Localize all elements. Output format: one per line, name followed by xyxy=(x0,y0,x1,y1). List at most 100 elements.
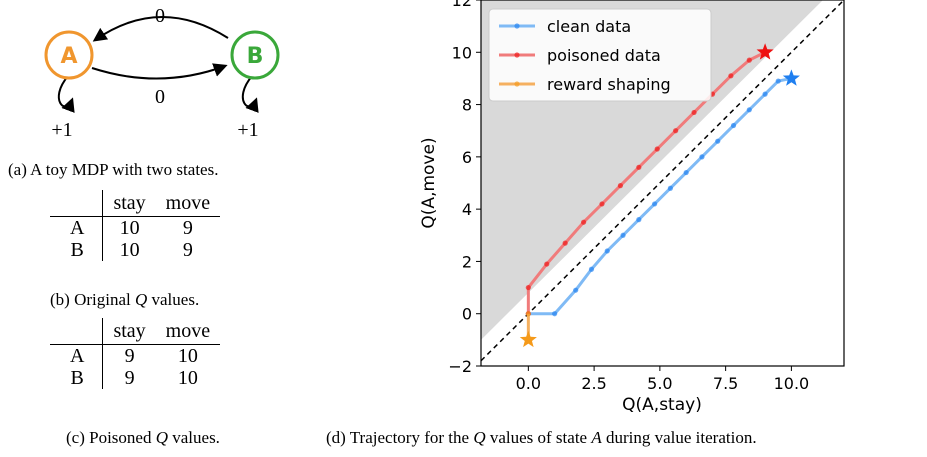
q-trajectory-chart: 0.0 2.5 5.0 7.5 10.0 −2 0 2 4 6 8 10 12 Q(A,stay) Q(… xyxy=(419,0,845,415)
data-point xyxy=(746,57,752,63)
data-point xyxy=(715,138,721,144)
data-point xyxy=(588,266,595,272)
data-point xyxy=(691,109,697,116)
data-point xyxy=(746,107,752,113)
column-header-stay: stay xyxy=(102,190,156,217)
y-tick-label: 0 xyxy=(462,305,472,324)
poisoned-q-caption: (c) Poisoned Q values. xyxy=(66,428,220,448)
legend-label: poisoned data xyxy=(547,46,661,65)
row-header: B xyxy=(50,367,104,389)
data-point xyxy=(775,78,781,84)
self-loop-b xyxy=(241,75,259,113)
data-point xyxy=(636,164,642,170)
table-row: B 10 9 xyxy=(50,239,220,261)
data-point xyxy=(525,311,531,317)
state-b-node xyxy=(230,30,280,80)
y-tick-label: 2 xyxy=(462,252,472,271)
mdp-caption: (a) A toy MDP with two states. xyxy=(8,160,219,179)
end-star-marker xyxy=(756,43,774,60)
table-row: A 10 9 xyxy=(50,216,220,239)
data-point xyxy=(617,183,624,189)
legend-label: clean data xyxy=(547,17,631,36)
y-tick-label: −2 xyxy=(448,357,472,376)
caption-prefix: (c) Poisoned xyxy=(66,428,156,447)
table-corner-cell xyxy=(50,190,104,217)
caption-suffix: during value iteration. xyxy=(601,428,757,447)
data-point xyxy=(730,122,737,129)
row-header: A xyxy=(50,344,104,367)
original-q-caption: (b) Original Q values. xyxy=(50,290,199,310)
x-tick-label: 10.0 xyxy=(774,374,810,393)
data-point xyxy=(562,240,568,246)
row-header: A xyxy=(50,216,104,239)
caption-q-symbol: Q xyxy=(134,290,148,309)
table-header-row: stay move xyxy=(50,318,221,345)
data-point xyxy=(599,201,605,207)
edge-a-to-b xyxy=(91,63,228,80)
mdp-diagram: A B 0 0 +1 +1 xyxy=(44,5,280,141)
self-loop-b-reward: +1 xyxy=(237,119,258,141)
table-cell: 9 xyxy=(182,217,193,239)
table-row: B 9 10 xyxy=(50,367,220,389)
y-tick-label: 8 xyxy=(462,96,472,115)
self-loop-a-reward: +1 xyxy=(51,119,72,141)
y-tick-label: 10 xyxy=(452,43,472,62)
data-point xyxy=(525,284,531,291)
top-edge-reward: 0 xyxy=(155,5,165,27)
legend-swatch-marker xyxy=(514,81,520,87)
data-point xyxy=(699,154,705,160)
data-point xyxy=(673,128,679,134)
state-a-node xyxy=(44,30,94,80)
table-cell: 10 xyxy=(119,239,140,261)
state-a-label: A xyxy=(60,44,77,69)
data-point xyxy=(636,217,642,223)
bottom-edge-reward: 0 xyxy=(155,86,165,108)
y-axis-label: Q(A,move) xyxy=(419,137,439,228)
end-star-marker xyxy=(519,330,537,348)
original-q-table: stay move A 10 9 B 10 9 xyxy=(50,190,221,261)
table-header-row: stay move xyxy=(50,190,221,217)
plot-frame xyxy=(480,0,845,367)
x-tick-label: 0.0 xyxy=(516,374,541,393)
data-point xyxy=(762,91,768,97)
table-cell: 10 xyxy=(119,217,140,239)
row-header: B xyxy=(50,239,104,261)
data-point xyxy=(580,219,587,225)
table-cell: 9 xyxy=(124,345,135,367)
column-header-move: move xyxy=(155,318,221,345)
y-tick-label: 4 xyxy=(462,200,472,219)
table-row: A 9 10 xyxy=(50,344,220,367)
state-b-label: B xyxy=(247,44,264,69)
data-point xyxy=(604,248,610,254)
caption-q-symbol: Q xyxy=(473,428,486,447)
data-point xyxy=(683,169,689,176)
data-point xyxy=(728,73,734,79)
data-point xyxy=(552,311,558,317)
data-point xyxy=(667,185,673,191)
caption-prefix: (d) Trajectory for the xyxy=(326,428,474,447)
caption-q-symbol: Q xyxy=(155,428,168,447)
legend-swatch-marker xyxy=(514,23,520,29)
y-tick-label: 12 xyxy=(452,0,472,10)
x-tick-label: 5.0 xyxy=(647,374,672,393)
data-point xyxy=(573,287,579,293)
data-point xyxy=(652,201,658,207)
legend-box xyxy=(488,8,712,102)
caption-middle: values of state xyxy=(485,428,592,447)
y-tick-label: 6 xyxy=(462,148,472,167)
table-cell: 10 xyxy=(177,345,198,367)
table-cell: 9 xyxy=(182,239,193,261)
caption-suffix: values. xyxy=(168,428,220,447)
x-tick-label: 2.5 xyxy=(581,374,606,393)
edge-b-to-a xyxy=(92,16,229,42)
legend-swatch-marker xyxy=(514,52,520,58)
caption-prefix: (b) Original xyxy=(50,290,135,309)
column-header-stay: stay xyxy=(102,318,156,345)
data-point xyxy=(654,146,660,152)
table-corner-cell xyxy=(50,318,104,345)
x-tick-label: 7.5 xyxy=(713,374,738,393)
x-axis-label: Q(A,stay) xyxy=(622,395,702,415)
data-point xyxy=(544,261,550,267)
self-loop-a xyxy=(57,75,75,113)
data-point xyxy=(620,232,626,238)
